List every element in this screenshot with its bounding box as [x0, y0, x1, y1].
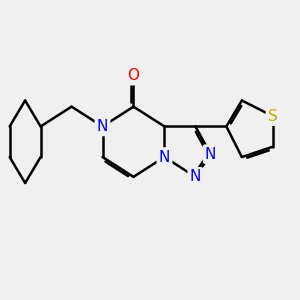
Text: S: S [268, 109, 278, 124]
Text: N: N [205, 147, 216, 162]
Text: N: N [190, 169, 201, 184]
Text: N: N [159, 149, 170, 164]
Text: O: O [128, 68, 140, 83]
Text: N: N [97, 119, 108, 134]
